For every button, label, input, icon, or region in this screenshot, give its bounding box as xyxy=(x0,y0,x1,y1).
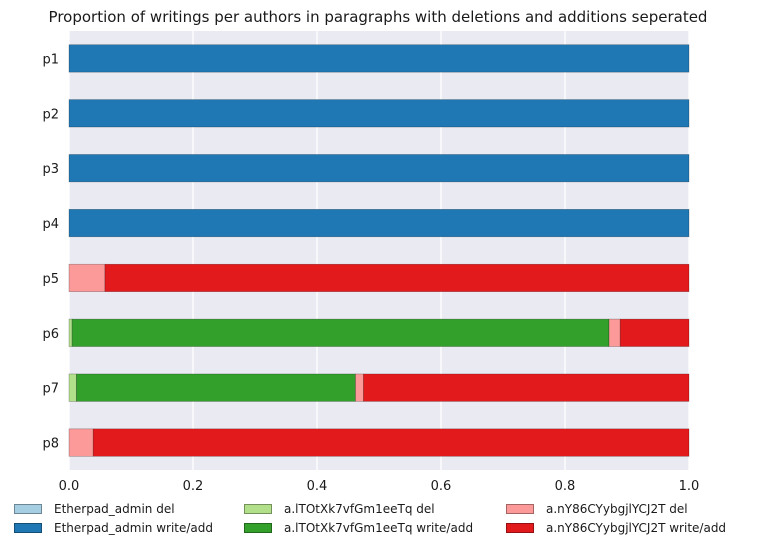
y-tick-label: p2 xyxy=(42,107,59,122)
stacked-bar-chart: Proportion of writings per authors in pa… xyxy=(42,8,708,494)
bar-segment xyxy=(68,99,690,128)
legend-swatch xyxy=(14,504,42,514)
x-tick-label: 0.0 xyxy=(59,479,80,494)
legend-item: Etherpad_admin write/add xyxy=(14,519,213,537)
bar-segment xyxy=(92,428,690,457)
legend-item: a.nY86CYybgjlYCJ2T write/add xyxy=(506,519,726,537)
bar-segment xyxy=(608,318,621,347)
legend-label: a.lTOtXk7vfGm1eeTq write/add xyxy=(284,521,474,535)
bar-segment xyxy=(68,154,690,183)
legend-item: a.lTOtXk7vfGm1eeTq del xyxy=(244,500,435,518)
bar-segment xyxy=(68,209,690,238)
legend-item: Etherpad_admin del xyxy=(14,500,175,518)
legend-label: a.nY86CYybgjlYCJ2T write/add xyxy=(546,521,727,535)
y-tick-label: p7 xyxy=(42,382,59,397)
y-tick-label: p6 xyxy=(42,327,59,342)
legend-label: Etherpad_admin write/add xyxy=(54,521,214,535)
legend-swatch xyxy=(244,504,272,514)
y-tick-label: p8 xyxy=(42,437,59,452)
x-tick-labels: 0.0 0.2 0.4 0.6 0.8 1.0 xyxy=(59,479,700,494)
y-tick-label: p5 xyxy=(42,272,59,287)
bar-segment xyxy=(68,428,94,457)
x-tick-label: 0.6 xyxy=(431,479,452,494)
y-tick-labels: p1 p2 p3 p4 p5 p6 p7 p8 xyxy=(42,52,59,451)
x-tick-label: 0.8 xyxy=(555,479,576,494)
plot-area xyxy=(69,31,689,470)
chart-title: Proportion of writings per authors in pa… xyxy=(49,8,708,26)
legend-swatch xyxy=(244,523,272,533)
legend-label: a.lTOtXk7vfGm1eeTq del xyxy=(284,502,435,516)
bar-segment xyxy=(68,263,106,292)
y-tick-label: p4 xyxy=(42,217,59,232)
legend-swatch xyxy=(506,504,534,514)
bar-segment xyxy=(363,373,690,402)
legend-item: a.nY86CYybgjlYCJ2T del xyxy=(506,500,688,518)
y-tick-label: p1 xyxy=(42,52,59,67)
bar-segment xyxy=(68,318,73,347)
bar-segment xyxy=(71,318,610,347)
legend-item: a.lTOtXk7vfGm1eeTq write/add xyxy=(244,519,473,537)
legend-label: a.nY86CYybgjlYCJ2T del xyxy=(546,502,688,516)
x-tick-label: 1.0 xyxy=(679,479,700,494)
bar-segment xyxy=(68,44,690,73)
bar-segment xyxy=(355,373,364,402)
x-tick-label: 0.2 xyxy=(183,479,204,494)
bar-segment xyxy=(619,318,690,347)
bar-segment xyxy=(68,373,77,402)
legend-swatch xyxy=(14,523,42,533)
bars xyxy=(68,44,690,457)
bar-segment xyxy=(104,263,690,292)
legend-swatch xyxy=(506,523,534,533)
y-tick-label: p3 xyxy=(42,162,59,177)
legend: Etherpad_admin del Etherpad_admin write/a… xyxy=(14,498,754,548)
bar-segment xyxy=(76,373,356,402)
legend-label: Etherpad_admin del xyxy=(54,502,175,516)
x-tick-label: 0.4 xyxy=(307,479,328,494)
